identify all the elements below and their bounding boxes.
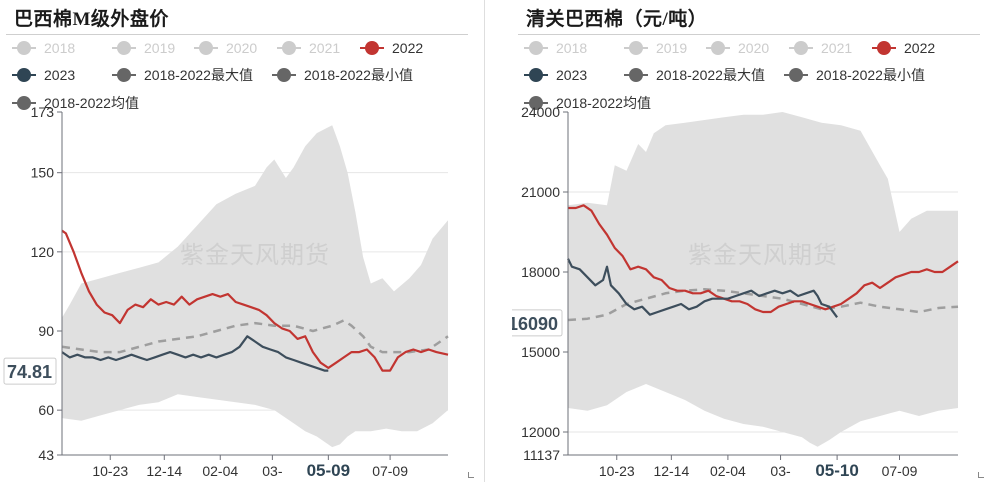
- panel-divider: [484, 0, 485, 482]
- range-band: [568, 112, 958, 447]
- chart-panel-right: 清关巴西棉（元/吨） 2018 2019 2020 2021 2022 2023 2018-…: [512, 0, 982, 482]
- y-tick-label: 11137: [523, 447, 560, 463]
- x-tick-label: 10-23: [599, 463, 635, 479]
- legend-marker: [282, 41, 296, 55]
- axis-pointer-value: 16090: [512, 314, 558, 334]
- legend-marker: [877, 41, 891, 55]
- legend-label: 2018-2022均值: [44, 95, 139, 111]
- y-tick-label: 21000: [521, 184, 560, 200]
- legend-label: 2018-2022最大值: [144, 67, 253, 83]
- series-2022-line: [61, 229, 449, 372]
- legend-marker: [529, 41, 543, 55]
- legend-marker: [117, 41, 131, 55]
- legend-label: 2018-2022最大值: [656, 67, 765, 83]
- x-tick-label: 03-: [770, 463, 791, 479]
- x-tick-label: 05-09: [307, 461, 350, 480]
- chart-brazil-customs: 2018 2019 2020 2021 2022 2023 2018-2022最大值 2018…: [512, 40, 959, 480]
- range-band: [62, 125, 448, 448]
- series-2023-line: [61, 335, 329, 372]
- axis-pointer-box: [512, 309, 563, 337]
- axis-pointer-value: 74.81: [7, 362, 52, 382]
- legend-marker: [17, 41, 31, 55]
- legend-label: 2022: [392, 40, 423, 56]
- legend-marker: [529, 68, 543, 82]
- legend-label: 2023: [44, 67, 75, 83]
- legend-marker: [277, 68, 291, 82]
- chart-brazil-m-grade: 2018 2019 2020 2021 2022 2023 2018-2022最大值 2018…: [3, 40, 449, 480]
- legend-label: 2018: [556, 40, 587, 56]
- title-divider: [6, 34, 468, 35]
- legend-label: 2018-2022最小值: [304, 67, 413, 83]
- legend-marker: [789, 68, 803, 82]
- legend-marker: [629, 68, 643, 82]
- legend-label: 2021: [309, 40, 340, 56]
- y-tick-label: 60: [38, 402, 54, 418]
- corner-mark: [978, 472, 984, 478]
- y-tick-label: 173: [31, 104, 55, 120]
- legend-label: 2019: [656, 40, 687, 56]
- legend-label: 2018-2022最小值: [816, 67, 925, 83]
- legend-label: 2020: [226, 40, 257, 56]
- y-tick-label: 90: [38, 323, 54, 339]
- legend-marker: [529, 96, 543, 110]
- x-tick-label: 02-04: [202, 463, 238, 479]
- x-tick-label: 05-10: [815, 461, 858, 480]
- y-tick-label: 15000: [521, 344, 560, 360]
- axis-pointer-box: [3, 357, 57, 385]
- legend-marker: [117, 68, 131, 82]
- y-tick-label: 150: [31, 165, 55, 181]
- legend-marker: [199, 41, 213, 55]
- y-tick-label: 18000: [521, 264, 560, 280]
- legend-label: 2019: [144, 40, 175, 56]
- x-tick-label: 02-04: [710, 463, 746, 479]
- x-tick-label: 07-09: [882, 463, 918, 479]
- legend-marker: [365, 41, 379, 55]
- y-tick-label: 120: [31, 244, 55, 260]
- legend-marker: [711, 41, 725, 55]
- x-tick-label: 07-09: [372, 463, 408, 479]
- x-tick-label: 12-14: [653, 463, 689, 479]
- legend-label: 2021: [821, 40, 852, 56]
- x-tick-label: 12-14: [146, 463, 182, 479]
- y-tick-label: 43: [38, 447, 54, 463]
- watermark-text: 紫金天风期货: [688, 241, 838, 269]
- legend-marker: [629, 41, 643, 55]
- x-tick-label: 10-23: [92, 463, 128, 479]
- watermark-text: 紫金天风期货: [180, 241, 330, 269]
- y-tick-label: 12000: [521, 424, 560, 440]
- y-tick-label: 24000: [521, 104, 560, 120]
- legend-marker: [17, 68, 31, 82]
- legend-label: 2022: [904, 40, 935, 56]
- chart-title: 清关巴西棉（元/吨）: [526, 9, 708, 30]
- x-tick-label: 03-: [262, 463, 283, 479]
- chart-title: 巴西棉M级外盘价: [14, 9, 169, 30]
- legend-marker: [17, 96, 31, 110]
- mean-series-line: [61, 319, 449, 354]
- corner-mark: [468, 472, 474, 478]
- legend-marker: [794, 41, 808, 55]
- legend-label: 2020: [738, 40, 769, 56]
- series-2023-line: [567, 258, 838, 318]
- legend-label: 2023: [556, 67, 587, 83]
- legend-label: 2018: [44, 40, 75, 56]
- series-2022-line: [568, 204, 959, 314]
- legend-label: 2018-2022均值: [556, 95, 651, 111]
- mean-series-line: [567, 288, 959, 322]
- title-divider: [518, 34, 980, 35]
- chart-panel-left: 巴西棉M级外盘价 2018 2019 2020 2021 2022 2023 2018-20…: [0, 0, 470, 482]
